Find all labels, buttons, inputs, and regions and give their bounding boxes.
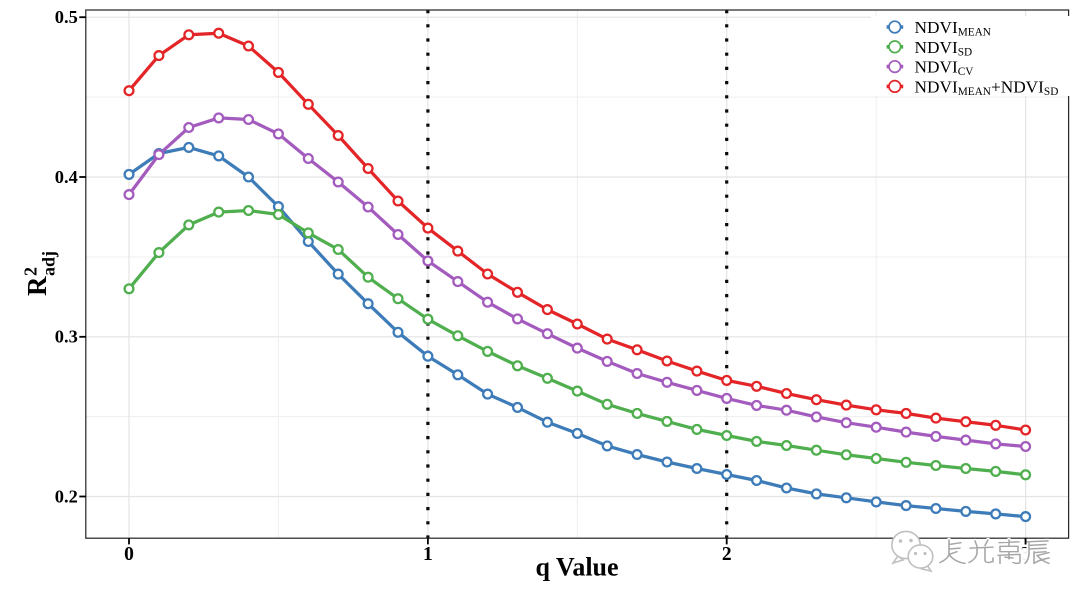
svg-text:adj: adj: [39, 251, 59, 276]
svg-text:0: 0: [124, 544, 134, 565]
svg-text:q Value: q Value: [535, 553, 618, 582]
svg-text:0.2: 0.2: [55, 486, 78, 506]
svg-text:2: 2: [722, 544, 732, 565]
svg-text:R: R: [22, 276, 52, 296]
svg-text:1: 1: [423, 544, 433, 565]
svg-text:0.5: 0.5: [55, 7, 78, 27]
svg-text:2: 2: [21, 267, 41, 276]
svg-text:0.3: 0.3: [55, 327, 78, 347]
svg-text:0.4: 0.4: [55, 167, 78, 187]
svg-text:NDVIMEAN+NDVISD: NDVIMEAN+NDVISD: [915, 77, 1059, 98]
